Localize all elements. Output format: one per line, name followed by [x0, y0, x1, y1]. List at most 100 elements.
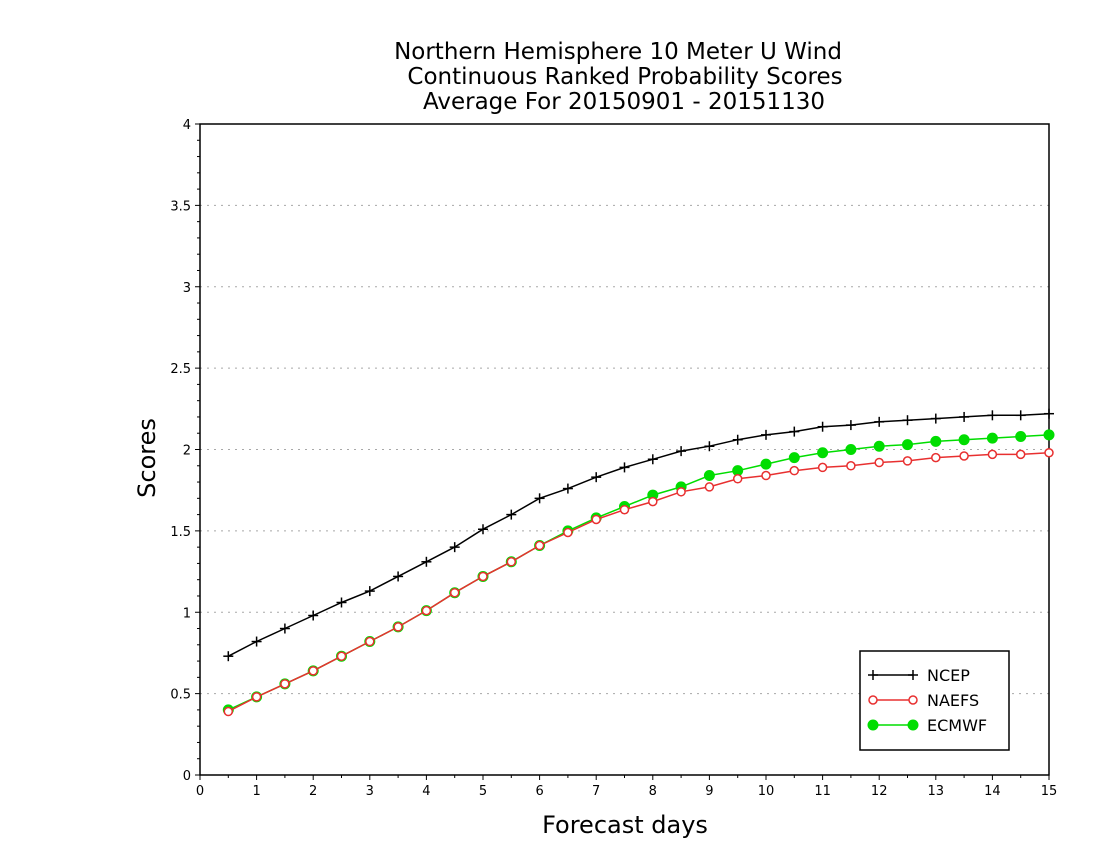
x-tick-label-7: 7 [592, 784, 600, 799]
chart-series [222, 408, 1055, 717]
x-tick-label-3: 3 [366, 784, 374, 799]
data-point-ncep-23 [874, 416, 885, 427]
data-point-ncep-29 [1044, 408, 1054, 419]
y-tick-label-5: 2.5 [170, 362, 191, 377]
series-naefs [223, 448, 1054, 717]
data-point-ncep-24 [902, 415, 913, 426]
y-axis-label: Scores [133, 418, 161, 498]
data-point-naefs-0 [223, 706, 234, 717]
data-point-naefs-2 [280, 679, 290, 689]
data-point-ncep-8 [449, 542, 460, 553]
data-point-ncep-20 [789, 426, 800, 437]
x-tick-label-0: 0 [196, 784, 204, 799]
data-point-naefs-25 [931, 452, 941, 463]
data-point-ecmwf-24 [902, 439, 913, 451]
data-point-naefs-16 [676, 487, 686, 497]
data-point-naefs-10 [506, 557, 517, 567]
data-point-naefs-7 [421, 605, 432, 616]
data-point-ecmwf-28 [1015, 430, 1027, 442]
data-point-ecmwf-29 [1043, 429, 1055, 441]
data-point-naefs-5 [365, 636, 375, 647]
data-point-ncep-10 [506, 509, 517, 520]
chart-title-line-3: Average For 20150901 - 20151130 [423, 89, 825, 115]
y-tick-label-8: 4 [183, 118, 191, 133]
data-point-ncep-16 [676, 446, 687, 457]
data-point-ecmwf-27 [986, 432, 998, 444]
data-point-ncep-13 [591, 472, 602, 483]
x-tick-label-15: 15 [1041, 784, 1058, 799]
data-point-ncep-1 [251, 636, 262, 647]
x-tick-label-10: 10 [758, 784, 775, 799]
y-tick-label-1: 0.5 [170, 688, 191, 703]
y-tick-label-7: 3.5 [170, 199, 191, 214]
chart-legend: NCEP NAEFS ECMWF [859, 650, 1010, 751]
x-axis-label: Forecast days [542, 811, 708, 839]
y-tick-label-6: 3 [183, 281, 191, 296]
chart-gridlines [200, 204, 1049, 695]
data-point-ecmwf-19 [760, 458, 772, 470]
data-point-ecmwf-22 [845, 444, 857, 455]
data-point-ncep-0 [223, 651, 234, 662]
data-point-naefs-29 [1044, 448, 1054, 458]
data-point-ecmwf-20 [788, 452, 800, 464]
data-point-naefs-27 [987, 449, 998, 460]
data-point-ncep-14 [619, 462, 630, 473]
data-point-naefs-8 [449, 587, 460, 598]
data-point-ncep-17 [704, 441, 715, 452]
legend-marker-start-ecmwf [867, 719, 879, 731]
data-point-naefs-12 [563, 527, 573, 538]
chart-title-line-2: Continuous Ranked Probability Scores [407, 64, 842, 90]
chart-title-line-1: Northern Hemisphere 10 Meter U Wind [394, 39, 842, 65]
legend-marker-end-ncep [908, 670, 918, 680]
data-point-ncep-19 [761, 429, 771, 440]
data-point-naefs-24 [902, 456, 913, 466]
series-ncep [223, 408, 1054, 662]
data-point-ncep-9 [478, 524, 488, 535]
data-point-naefs-22 [846, 461, 856, 471]
data-point-naefs-6 [393, 622, 403, 632]
data-point-naefs-1 [251, 692, 262, 702]
x-tick-label-11: 11 [814, 784, 831, 799]
x-axis-ticks: 0 1 2 3 4 5 6 7 8 9 10 11 12 13 14 15 [196, 775, 1057, 799]
data-point-ncep-2 [279, 623, 290, 634]
data-point-ncep-21 [817, 421, 828, 432]
data-point-ncep-26 [959, 411, 970, 422]
data-point-ncep-22 [845, 420, 856, 431]
x-tick-label-6: 6 [535, 784, 543, 799]
data-point-naefs-23 [874, 457, 884, 468]
y-tick-label-3: 1.5 [170, 525, 191, 540]
chart-title: Northern Hemisphere 10 Meter U Wind Cont… [394, 39, 843, 115]
legend-label-ncep: NCEP [927, 666, 970, 685]
data-point-ncep-11 [534, 493, 545, 504]
y-tick-label-0: 0 [183, 769, 191, 784]
data-point-naefs-21 [817, 462, 828, 473]
data-point-ecmwf-26 [958, 434, 970, 446]
legend-marker-end-naefs [908, 695, 918, 705]
data-point-naefs-17 [704, 482, 715, 492]
x-tick-label-13: 13 [928, 784, 945, 799]
y-axis-ticks: 0 0.5 1 1.5 2 2.5 3 3.5 4 [170, 118, 200, 784]
x-tick-label-8: 8 [649, 784, 657, 799]
data-point-naefs-3 [308, 666, 318, 676]
legend-marker-start-naefs [868, 695, 878, 705]
x-tick-label-4: 4 [422, 784, 430, 799]
data-point-naefs-4 [336, 651, 347, 661]
data-point-naefs-14 [619, 504, 630, 515]
data-point-ncep-28 [1015, 410, 1026, 421]
data-point-naefs-9 [478, 571, 488, 582]
data-point-ncep-27 [987, 410, 998, 421]
legend-entry-ncep: NCEP [868, 666, 970, 685]
data-point-naefs-19 [761, 470, 771, 481]
y-tick-label-2: 1 [183, 606, 191, 621]
series-line-ncep [227, 412, 1050, 657]
data-point-ncep-7 [421, 556, 432, 567]
x-tick-label-12: 12 [871, 784, 888, 799]
data-point-naefs-26 [959, 451, 969, 461]
y-tick-label-4: 2 [183, 444, 191, 459]
data-point-naefs-28 [1015, 449, 1026, 460]
x-tick-label-14: 14 [984, 784, 1001, 799]
data-point-ecmwf-25 [930, 435, 942, 447]
legend-label-naefs: NAEFS [927, 691, 979, 710]
data-point-ncep-12 [562, 483, 573, 494]
data-point-ncep-4 [336, 597, 347, 608]
